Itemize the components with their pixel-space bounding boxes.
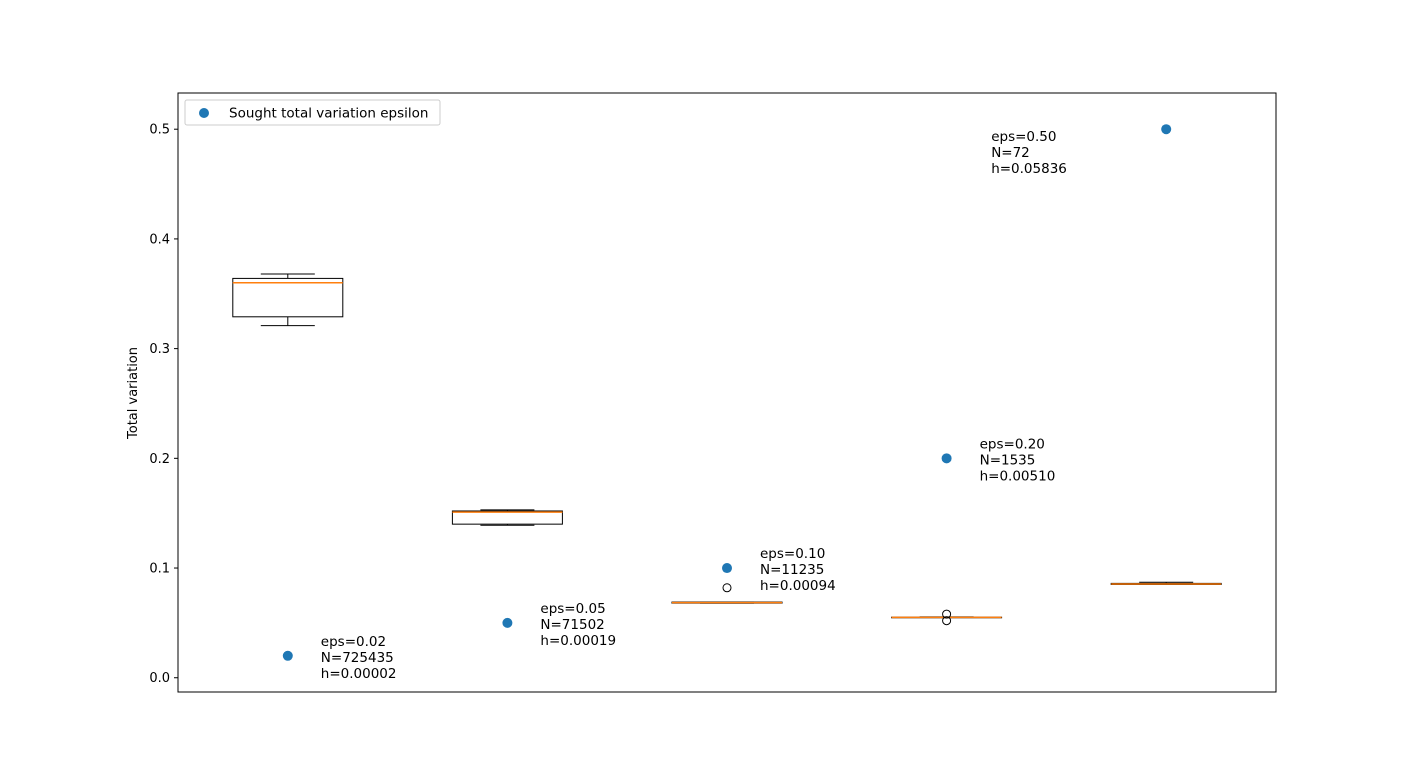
box-body: [232, 277, 344, 318]
sought-points-layer: [282, 124, 1172, 661]
box-body: [451, 510, 563, 525]
annotation-line: N=725435: [321, 650, 394, 666]
annotation-line: h=0.05836: [991, 161, 1067, 177]
sought-epsilon-point: [282, 650, 293, 661]
annotation-line: h=0.00019: [540, 633, 616, 649]
annotation-line: N=72: [991, 145, 1030, 161]
y-tick-label: 0.3: [149, 342, 170, 357]
annotation-1: eps=0.02 N=725435 h=0.00002: [321, 634, 397, 682]
annotation-line: N=11235: [760, 562, 824, 578]
box-3: [671, 583, 783, 604]
annotation-line: eps=0.50: [991, 129, 1056, 145]
sought-epsilon-point: [1161, 124, 1172, 135]
annotation-line: eps=0.02: [321, 634, 386, 650]
legend-marker-sought: [199, 108, 209, 118]
box-4: [891, 609, 1003, 626]
annotation-line: h=0.00094: [760, 578, 836, 594]
legend-box: [184, 99, 441, 126]
outlier-point: [722, 583, 732, 593]
annotation-3: eps=0.10 N=11235 h=0.00094: [760, 546, 836, 594]
sought-epsilon-point: [722, 563, 732, 574]
y-tick-label: 0.1: [149, 562, 170, 577]
annotation-5: eps=0.50 N=72 h=0.05836: [991, 129, 1067, 177]
annotation-4: eps=0.20 N=1535 h=0.00510: [980, 436, 1056, 484]
sought-epsilon-point: [941, 453, 952, 464]
outlier-point: [942, 616, 952, 626]
legend-label-sought: Sought total variation epsilon: [229, 106, 428, 122]
y-tick-label: 0.4: [149, 232, 170, 247]
y-tick-label: 0.0: [149, 671, 170, 686]
annotation-line: eps=0.20: [980, 436, 1045, 452]
y-axis: 0.0 0.1 0.2 0.3 0.4 0.5: [149, 123, 178, 686]
legend: Sought total variation epsilon: [184, 99, 441, 126]
y-tick-label: 0.2: [149, 452, 170, 467]
box-2: [451, 509, 563, 526]
boxes-layer: [232, 273, 1222, 626]
y-tick-label: 0.5: [149, 123, 170, 138]
annotation-line: N=71502: [540, 617, 604, 633]
plot-frame: [177, 92, 1277, 693]
outlier-point: [942, 609, 952, 619]
annotation-line: h=0.00510: [980, 468, 1056, 484]
annotation-2: eps=0.05 N=71502 h=0.00019: [540, 601, 616, 649]
box-5: [1110, 581, 1222, 585]
y-axis-label: Total variation: [126, 347, 141, 440]
annotation-line: h=0.00002: [321, 666, 397, 682]
box-1: [232, 273, 344, 327]
annotation-line: eps=0.10: [760, 546, 825, 562]
annotations-layer: eps=0.02 N=725435 h=0.00002 eps=0.05 N=71502…: [321, 129, 1067, 682]
annotation-line: eps=0.05: [540, 601, 605, 617]
sought-epsilon-point: [502, 617, 513, 628]
annotation-line: N=1535: [980, 452, 1036, 468]
